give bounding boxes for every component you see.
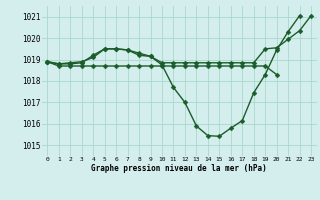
X-axis label: Graphe pression niveau de la mer (hPa): Graphe pression niveau de la mer (hPa)	[91, 164, 267, 173]
